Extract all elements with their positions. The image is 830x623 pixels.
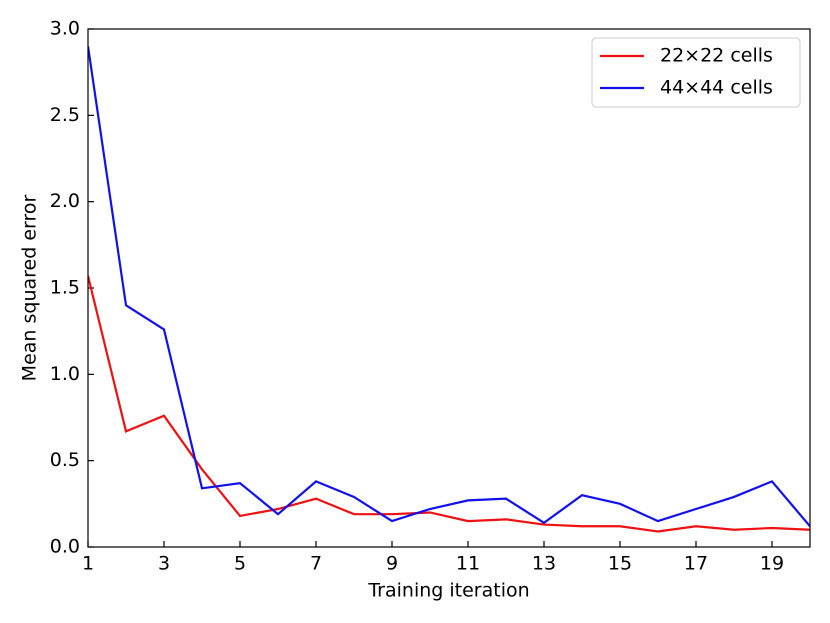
x-tick-label: 5 bbox=[234, 553, 246, 575]
x-axis-label: Training iteration bbox=[367, 580, 529, 602]
x-tick-label: 17 bbox=[684, 553, 708, 575]
plot-frame bbox=[87, 28, 811, 548]
x-tick-label: 11 bbox=[456, 553, 480, 575]
x-tick-label: 3 bbox=[158, 553, 170, 575]
x-tick-label: 19 bbox=[760, 553, 784, 575]
x-tick-label: 9 bbox=[386, 553, 398, 575]
data-line bbox=[88, 275, 810, 533]
y-tick-label: 0.5 bbox=[50, 449, 80, 471]
y-tick-label: 3.0 bbox=[50, 18, 80, 40]
legend-label: 44×44 cells bbox=[660, 77, 773, 99]
x-tick-label: 15 bbox=[608, 553, 632, 575]
x-tick-label: 13 bbox=[532, 553, 556, 575]
y-tick-label: 2.5 bbox=[50, 104, 80, 126]
data-line bbox=[88, 46, 810, 527]
y-tick-label: 1.5 bbox=[50, 277, 80, 299]
y-tick-label: 2.0 bbox=[50, 190, 80, 212]
y-tick-label: 0.0 bbox=[50, 536, 80, 558]
x-tick-label: 1 bbox=[82, 553, 94, 575]
x-tick-label: 7 bbox=[310, 553, 322, 575]
legend-label: 22×22 cells bbox=[660, 45, 773, 67]
y-tick-label: 1.0 bbox=[50, 363, 80, 385]
y-axis-label: Mean squared error bbox=[19, 194, 41, 381]
